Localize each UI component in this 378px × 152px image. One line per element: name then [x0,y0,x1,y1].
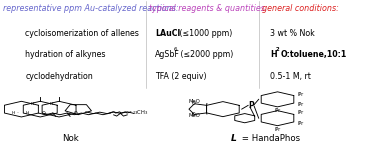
Text: Nok: Nok [62,134,79,143]
Text: H: H [270,50,277,59]
Text: MeO: MeO [189,99,200,104]
Text: H: H [26,111,29,115]
Text: iPr: iPr [297,92,303,97]
Text: H: H [12,111,15,115]
Text: 6: 6 [174,47,177,52]
Text: general conditions:: general conditions: [262,4,339,14]
Text: AgSbF: AgSbF [155,50,180,59]
Text: H: H [31,102,34,106]
Text: iPr: iPr [297,110,303,115]
Text: H: H [50,102,53,106]
Text: LAuCl: LAuCl [155,29,180,38]
Text: L: L [231,134,236,143]
Text: O: O [42,111,46,116]
Text: $_{13}$CH$_3$: $_{13}$CH$_3$ [132,108,149,117]
Text: O: O [74,111,77,116]
Text: iPr: iPr [297,121,303,126]
Text: iPr: iPr [274,108,280,113]
Text: 0.5-1 M, rt: 0.5-1 M, rt [270,72,311,81]
Text: 2: 2 [276,47,279,52]
Text: hydration of alkynes: hydration of alkynes [25,50,106,59]
Text: iPr: iPr [274,127,280,132]
Text: representative ppm Au-catalyzed reactions:: representative ppm Au-catalyzed reaction… [3,4,178,14]
Text: typical reagents & quantities:: typical reagents & quantities: [149,4,268,14]
Text: O: O [192,101,196,106]
Text: = HandaPhos: = HandaPhos [239,134,300,143]
Text: (≤2000 ppm): (≤2000 ppm) [178,50,233,59]
Text: MeO: MeO [189,113,200,118]
Text: TFA (2 equiv): TFA (2 equiv) [155,72,207,81]
Text: (≤1000 ppm): (≤1000 ppm) [177,29,232,38]
Text: O:toluene,10:1: O:toluene,10:1 [280,50,347,59]
Text: P: P [248,101,254,110]
Text: ···: ··· [17,111,20,115]
Text: cyclodehydration: cyclodehydration [25,72,93,81]
Text: O: O [192,112,196,117]
Text: cycloisomerization of allenes: cycloisomerization of allenes [25,29,139,38]
Text: iPr: iPr [297,102,303,107]
Text: 3 wt % Nok: 3 wt % Nok [270,29,315,38]
